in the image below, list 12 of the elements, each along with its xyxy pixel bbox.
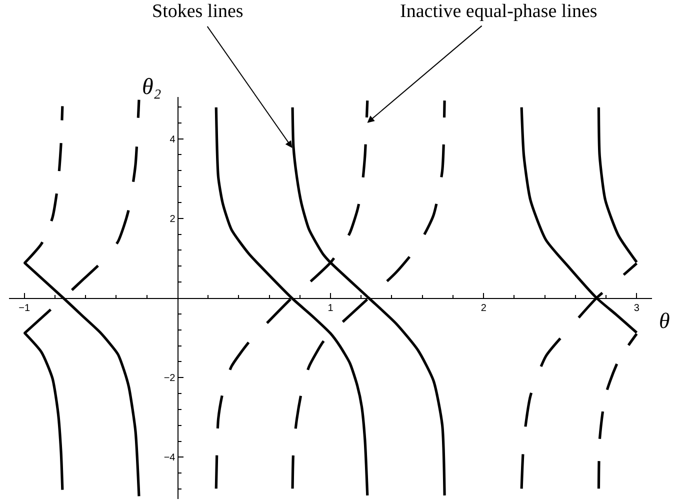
x-tick-label: 3 [634,303,640,314]
x-tick-label: 1 [328,303,334,314]
x-tick-label: 2 [480,303,487,314]
annotation: Stokes lines [152,1,244,22]
x-axis-title: θ [659,308,670,333]
annotation: Inactive equal-phase lines [400,1,598,22]
y-axis-title: θ₂ [142,74,162,99]
y-tick-label: 4 [170,134,176,146]
x-tick-label: −1 [18,303,30,314]
y-tick-label: −4 [164,452,176,464]
y-tick-label: −2 [164,373,176,384]
y-tick-label: 2 [170,214,176,225]
